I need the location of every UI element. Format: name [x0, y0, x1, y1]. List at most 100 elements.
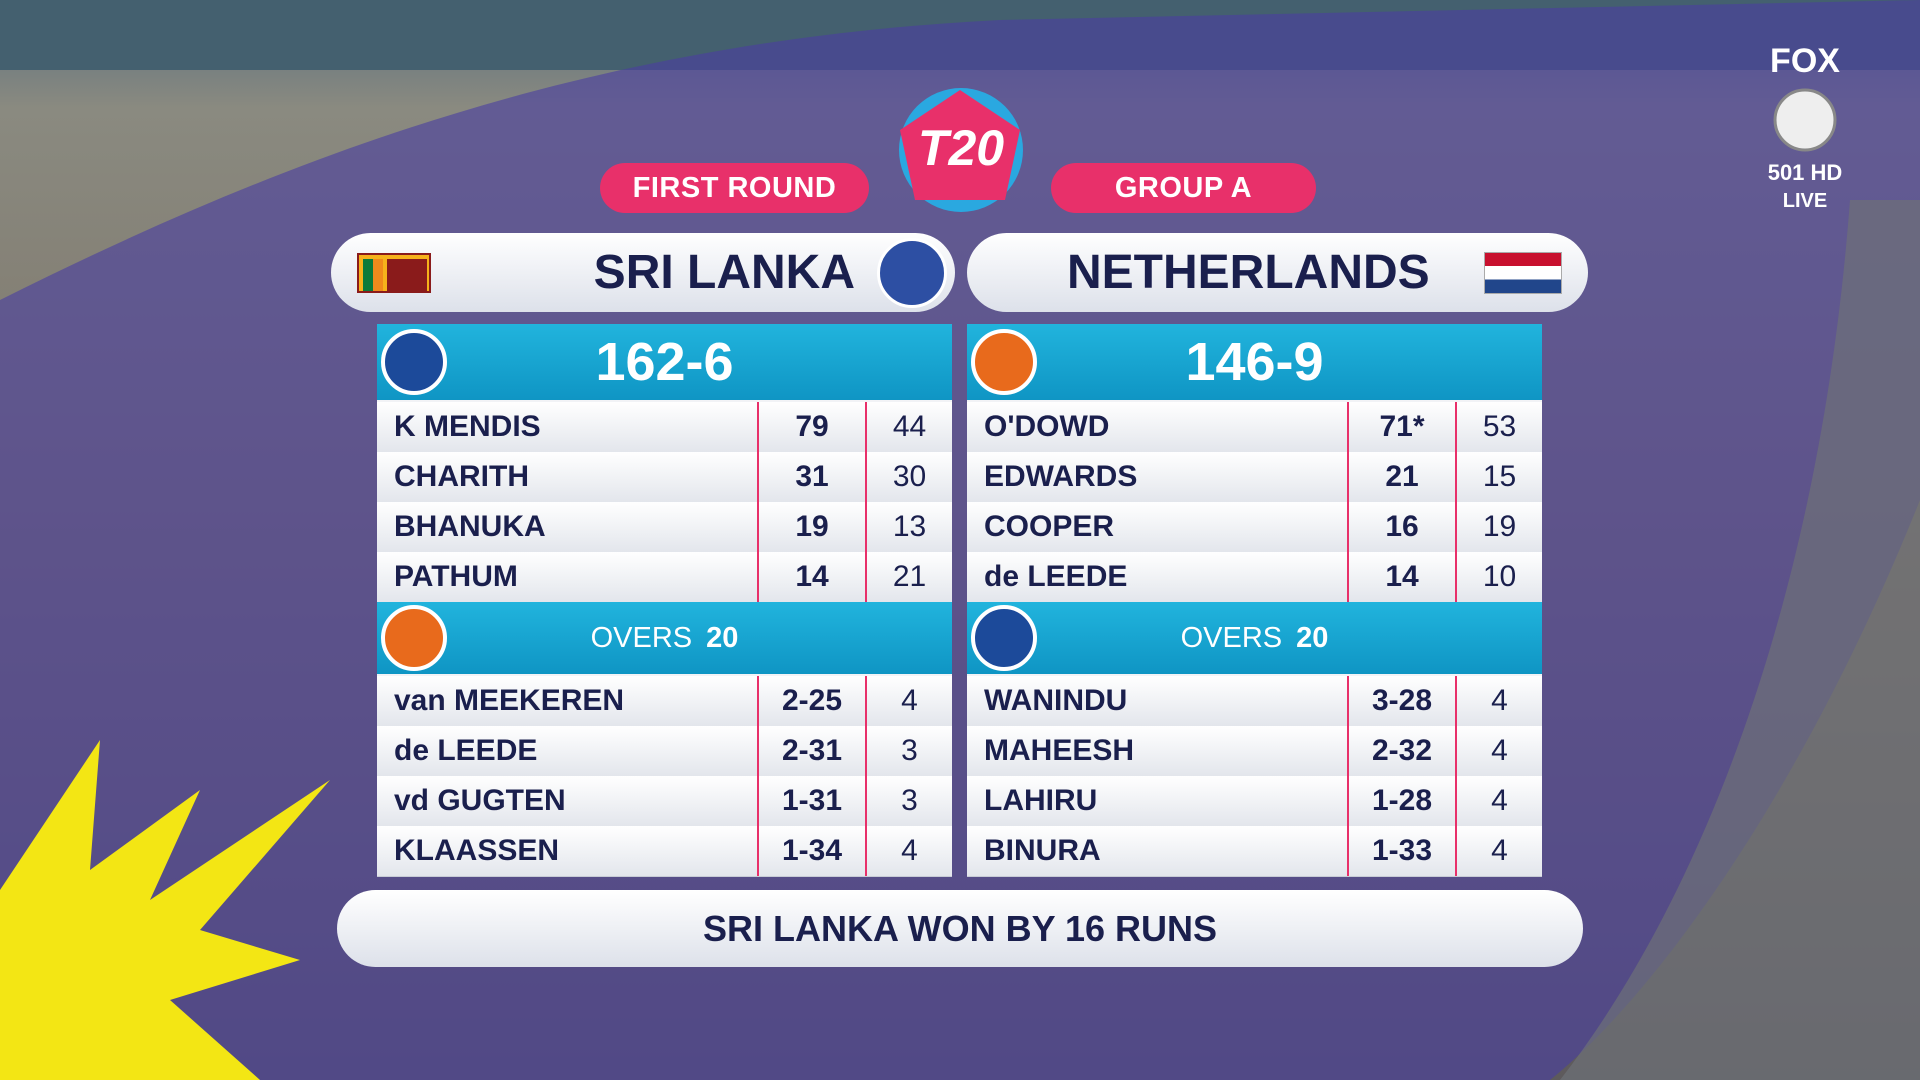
flag-sri-lanka — [357, 253, 431, 293]
overs-bowled: 3 — [901, 734, 918, 767]
batting-row: BHANUKA 19 13 — [377, 502, 952, 553]
batter-name: PATHUM — [394, 560, 518, 593]
batter-name: COOPER — [984, 510, 1115, 543]
overs-bowled: 4 — [1491, 784, 1508, 817]
overs: 20 — [1296, 621, 1329, 654]
batting-row: EDWARDS 21 15 — [967, 452, 1542, 503]
flag-field — [387, 259, 427, 291]
overs-label: OVERS — [1180, 621, 1283, 654]
balls: 44 — [892, 410, 927, 443]
team-panel: 162-6 K MENDIS 79 44 CHARITH 31 30 BHANUKA 19 13 P… — [377, 324, 952, 877]
bowler-name: KLAASSEN — [394, 834, 560, 867]
overs-band: OVERS 20 — [377, 602, 952, 674]
overs-label: OVERS — [590, 621, 693, 654]
batter-name: EDWARDS — [984, 460, 1138, 493]
overs-bowled: 4 — [901, 684, 918, 717]
bat-icon — [971, 329, 1037, 395]
figures: 1-34 — [757, 826, 867, 876]
batting-row: K MENDIS 79 44 — [377, 402, 952, 453]
overs-bowled: 4 — [1491, 834, 1508, 867]
balls: 53 — [1482, 410, 1517, 443]
score: 162-6 — [377, 324, 952, 400]
runs: 19 — [757, 502, 867, 552]
bowling-row: de LEEDE 2-31 3 — [377, 726, 952, 777]
balls: 13 — [892, 510, 927, 543]
logo-star — [900, 90, 1020, 200]
team-name: NETHERLANDS — [1067, 246, 1430, 299]
figures: 2-25 — [757, 676, 867, 726]
yellow-burst — [0, 740, 330, 1080]
bowler-name: van MEEKEREN — [394, 684, 625, 717]
runs: 31 — [757, 452, 867, 502]
bowling-row: KLAASSEN 1-34 4 — [377, 826, 952, 877]
balls: 19 — [1482, 510, 1517, 543]
runs: 79 — [757, 402, 867, 452]
flag-stripe — [373, 259, 383, 291]
batter-name: CHARITH — [394, 460, 529, 493]
batter-name: de LEEDE — [984, 560, 1128, 593]
broadcaster-name: FOX — [1770, 42, 1840, 80]
bowling-row: BINURA 1-33 4 — [967, 826, 1542, 877]
balls: 30 — [892, 460, 927, 493]
group-badge: GROUP A — [1051, 163, 1316, 213]
bowling-row: LAHIRU 1-28 4 — [967, 776, 1542, 827]
result-bar: SRI LANKA WON BY 16 RUNS — [337, 890, 1583, 967]
runs: 16 — [1347, 502, 1457, 552]
bat-icon — [381, 329, 447, 395]
batting-row: de LEEDE 14 10 — [967, 552, 1542, 603]
overs-bowled: 3 — [901, 784, 918, 817]
flag-stripe — [363, 259, 373, 291]
figures: 3-28 — [1347, 676, 1457, 726]
batter-name: O'DOWD — [984, 410, 1110, 443]
live-indicator: LIVE — [1783, 190, 1827, 212]
runs: 21 — [1347, 452, 1457, 502]
bowler-name: WANINDU — [984, 684, 1128, 717]
figures: 2-31 — [757, 726, 867, 776]
team-name: SRI LANKA — [593, 246, 855, 299]
runs: 71* — [1347, 402, 1457, 452]
team-bar: NETHERLANDS — [967, 233, 1588, 312]
figures: 1-33 — [1347, 826, 1457, 876]
bowler-name: vd GUGTEN — [394, 784, 566, 817]
balls: 15 — [1482, 460, 1517, 493]
bowling-row: WANINDU 3-28 4 — [967, 676, 1542, 727]
balls: 21 — [892, 560, 927, 593]
batter-name: BHANUKA — [394, 510, 546, 543]
batting-row: PATHUM 14 21 — [377, 552, 952, 603]
stadium-roof — [1560, 200, 1920, 1080]
team-panel: 146-9 O'DOWD 71* 53 EDWARDS 21 15 COOPER 16 19 de … — [967, 324, 1542, 877]
ball-icon — [971, 605, 1037, 671]
overs-band: OVERS 20 — [967, 602, 1542, 674]
bowler-name: BINURA — [984, 834, 1101, 867]
broadcaster-ball — [1773, 88, 1837, 152]
figures: 1-28 — [1347, 776, 1457, 826]
batter-name: K MENDIS — [394, 410, 541, 443]
overs: 20 — [706, 621, 739, 654]
figures: 1-31 — [757, 776, 867, 826]
bowler-name: de LEEDE — [394, 734, 538, 767]
ball-icon — [381, 605, 447, 671]
batting-row: O'DOWD 71* 53 — [967, 402, 1542, 453]
runs: 14 — [1347, 552, 1457, 602]
trophy-emblem — [877, 238, 947, 308]
bowling-row: vd GUGTEN 1-31 3 — [377, 776, 952, 827]
batting-row: CHARITH 31 30 — [377, 452, 952, 503]
flag-netherlands — [1484, 252, 1562, 294]
bowler-name: MAHEESH — [984, 734, 1135, 767]
bowling-row: MAHEESH 2-32 4 — [967, 726, 1542, 777]
round-badge: FIRST ROUND — [600, 163, 869, 213]
overs-bowled: 4 — [1491, 734, 1508, 767]
batting-row: COOPER 16 19 — [967, 502, 1542, 553]
channel: 501 HD — [1768, 160, 1843, 185]
score: 146-9 — [967, 324, 1542, 400]
tournament-logo: T20 — [918, 120, 1004, 176]
overs-bowled: 4 — [1491, 684, 1508, 717]
bowling-row: van MEEKEREN 2-25 4 — [377, 676, 952, 727]
bowler-name: LAHIRU — [984, 784, 1098, 817]
overs-bowled: 4 — [901, 834, 918, 867]
runs: 14 — [757, 552, 867, 602]
team-bar: SRI LANKA — [331, 233, 955, 312]
balls: 10 — [1482, 560, 1517, 593]
